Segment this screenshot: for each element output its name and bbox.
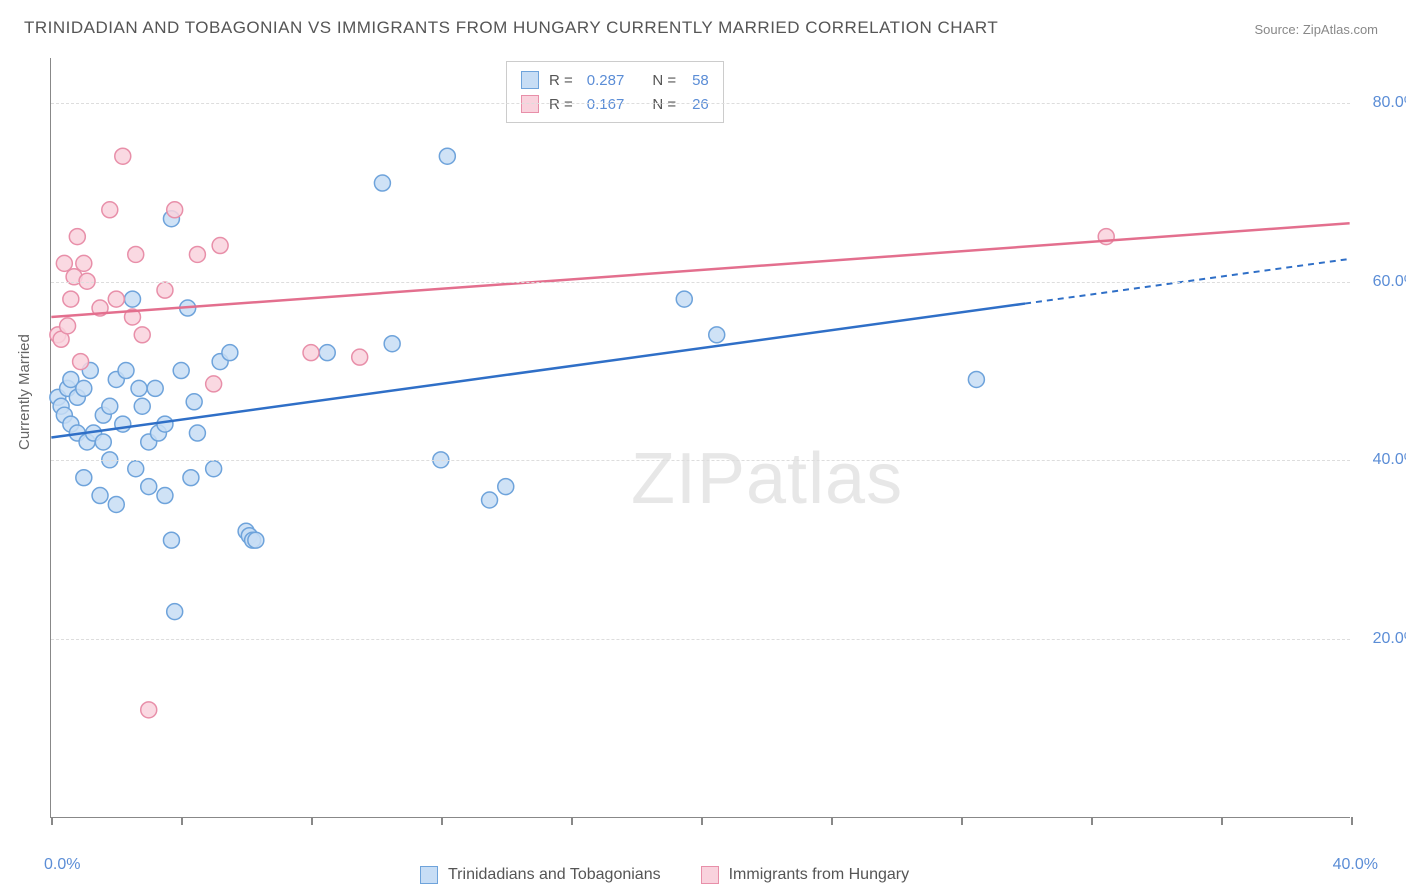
scatter-point-blue bbox=[92, 488, 108, 504]
x-tick-mark bbox=[1351, 817, 1353, 825]
legend-label-pink: Immigrants from Hungary bbox=[729, 866, 910, 884]
legend-item-blue: Trinidadians and Tobagonians bbox=[420, 866, 661, 884]
y-axis-label: Currently Married bbox=[16, 334, 33, 450]
scatter-point-blue bbox=[131, 380, 147, 396]
plot-svg bbox=[51, 58, 1350, 817]
legend-label-blue: Trinidadians and Tobagonians bbox=[448, 866, 661, 884]
x-tick-mark bbox=[311, 817, 313, 825]
scatter-point-blue bbox=[173, 363, 189, 379]
scatter-point-pink bbox=[189, 246, 205, 262]
scatter-point-pink bbox=[108, 291, 124, 307]
scatter-point-blue bbox=[76, 380, 92, 396]
scatter-point-pink bbox=[63, 291, 79, 307]
scatter-point-blue bbox=[167, 604, 183, 620]
scatter-point-pink bbox=[115, 148, 131, 164]
scatter-point-pink bbox=[60, 318, 76, 334]
scatter-point-blue bbox=[141, 479, 157, 495]
scatter-point-blue bbox=[157, 488, 173, 504]
scatter-point-pink bbox=[134, 327, 150, 343]
x-tick-mark bbox=[701, 817, 703, 825]
scatter-point-blue bbox=[374, 175, 390, 191]
x-tick-40: 40.0% bbox=[1333, 856, 1378, 874]
correlation-chart: TRINIDADIAN AND TOBAGONIAN VS IMMIGRANTS… bbox=[0, 0, 1406, 892]
gridline bbox=[51, 103, 1350, 104]
y-tick-label: 20.0% bbox=[1373, 630, 1406, 648]
scatter-point-blue bbox=[125, 291, 141, 307]
scatter-point-pink bbox=[157, 282, 173, 298]
scatter-point-blue bbox=[248, 532, 264, 548]
scatter-point-pink bbox=[102, 202, 118, 218]
scatter-point-pink bbox=[69, 229, 85, 245]
gridline bbox=[51, 282, 1350, 283]
scatter-point-blue bbox=[108, 496, 124, 512]
scatter-point-blue bbox=[163, 532, 179, 548]
scatter-point-pink bbox=[128, 246, 144, 262]
scatter-point-blue bbox=[95, 434, 111, 450]
scatter-point-blue bbox=[189, 425, 205, 441]
x-tick-mark bbox=[181, 817, 183, 825]
scatter-point-blue bbox=[157, 416, 173, 432]
plot-area: ZIPatlas R = 0.287 N = 58 R = 0.167 N = … bbox=[50, 58, 1350, 818]
swatch-blue-bottom bbox=[420, 866, 438, 884]
scatter-point-pink bbox=[141, 702, 157, 718]
y-tick-label: 40.0% bbox=[1373, 451, 1406, 469]
scatter-point-pink bbox=[206, 376, 222, 392]
scatter-point-blue bbox=[134, 398, 150, 414]
scatter-point-blue bbox=[482, 492, 498, 508]
x-tick-mark bbox=[831, 817, 833, 825]
gridline bbox=[51, 639, 1350, 640]
scatter-point-pink bbox=[76, 255, 92, 271]
gridline bbox=[51, 460, 1350, 461]
scatter-point-blue bbox=[183, 470, 199, 486]
scatter-point-pink bbox=[73, 354, 89, 370]
scatter-point-pink bbox=[303, 345, 319, 361]
scatter-point-pink bbox=[56, 255, 72, 271]
scatter-point-blue bbox=[676, 291, 692, 307]
y-tick-label: 60.0% bbox=[1373, 273, 1406, 291]
scatter-point-blue bbox=[206, 461, 222, 477]
scatter-point-blue bbox=[968, 371, 984, 387]
x-tick-mark bbox=[571, 817, 573, 825]
scatter-point-blue bbox=[118, 363, 134, 379]
x-tick-0: 0.0% bbox=[44, 856, 80, 874]
scatter-point-blue bbox=[147, 380, 163, 396]
x-tick-mark bbox=[441, 817, 443, 825]
legend-item-pink: Immigrants from Hungary bbox=[701, 866, 910, 884]
scatter-point-blue bbox=[76, 470, 92, 486]
scatter-point-blue bbox=[222, 345, 238, 361]
regression-line-blue bbox=[51, 304, 1025, 438]
x-tick-mark bbox=[51, 817, 53, 825]
scatter-point-blue bbox=[709, 327, 725, 343]
regression-line-pink bbox=[51, 223, 1349, 317]
swatch-pink-bottom bbox=[701, 866, 719, 884]
scatter-point-blue bbox=[439, 148, 455, 164]
scatter-point-blue bbox=[498, 479, 514, 495]
scatter-point-blue bbox=[102, 398, 118, 414]
y-tick-label: 80.0% bbox=[1373, 94, 1406, 112]
chart-title: TRINIDADIAN AND TOBAGONIAN VS IMMIGRANTS… bbox=[24, 18, 998, 38]
scatter-point-blue bbox=[384, 336, 400, 352]
scatter-point-blue bbox=[186, 394, 202, 410]
chart-source: Source: ZipAtlas.com bbox=[1254, 22, 1378, 37]
x-tick-mark bbox=[961, 817, 963, 825]
x-tick-mark bbox=[1091, 817, 1093, 825]
x-tick-mark bbox=[1221, 817, 1223, 825]
scatter-point-blue bbox=[319, 345, 335, 361]
scatter-point-pink bbox=[352, 349, 368, 365]
scatter-point-pink bbox=[212, 238, 228, 254]
legend-series: Trinidadians and Tobagonians Immigrants … bbox=[420, 866, 909, 884]
scatter-point-blue bbox=[128, 461, 144, 477]
scatter-point-pink bbox=[167, 202, 183, 218]
